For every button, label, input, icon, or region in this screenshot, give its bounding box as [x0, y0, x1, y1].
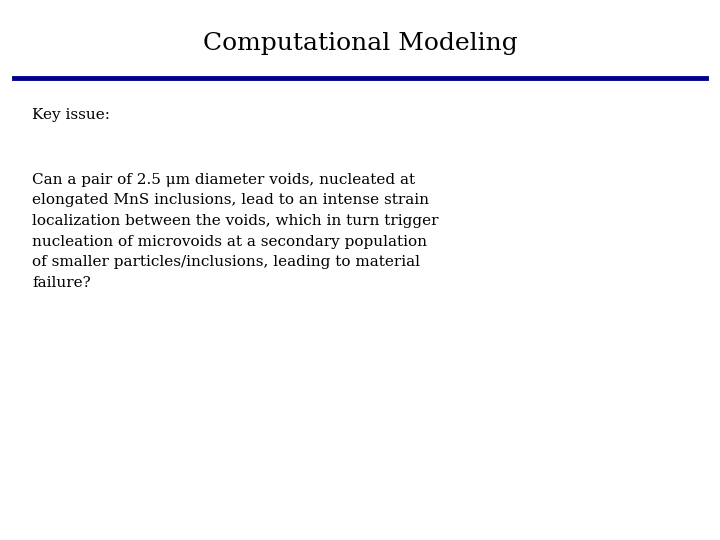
Text: Computational Modeling: Computational Modeling [202, 32, 518, 55]
Text: Can a pair of 2.5 μm diameter voids, nucleated at
elongated MnS inclusions, lead: Can a pair of 2.5 μm diameter voids, nuc… [32, 173, 439, 290]
Text: Key issue:: Key issue: [32, 108, 110, 122]
